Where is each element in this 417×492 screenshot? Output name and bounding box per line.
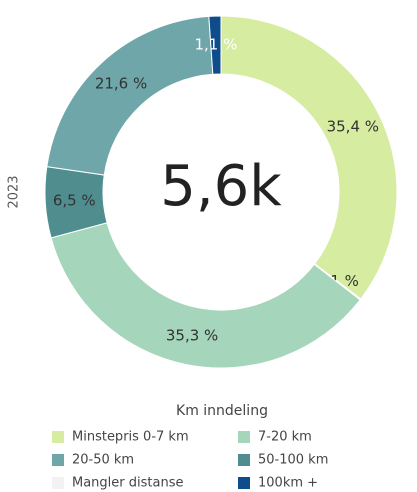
legend-label: 7-20 km: [258, 430, 312, 445]
value-label: 1,1 %: [194, 36, 237, 54]
donut-slice: [208, 15, 222, 75]
donut-slice: [46, 15, 214, 176]
donut-slice: [220, 15, 398, 300]
value-label: 21,6 %: [95, 75, 147, 93]
value-label: 35,4 %: [327, 117, 379, 135]
legend-swatch: [238, 431, 250, 443]
donut-slice: [50, 222, 361, 369]
side-label: 2023: [7, 175, 22, 208]
legend-swatch: [52, 477, 64, 489]
legend-label: Minstepris 0-7 km: [72, 430, 189, 445]
legend-title: Km inndeling: [176, 403, 268, 419]
center-label: 5,6k: [160, 154, 282, 219]
legend-swatch: [52, 454, 64, 466]
legend-label: Mangler distanse: [72, 476, 183, 491]
value-label: 6,5 %: [53, 191, 96, 209]
legend-swatch: [52, 431, 64, 443]
legend-swatch: [238, 454, 250, 466]
value-label: 35,3 %: [166, 327, 218, 345]
legend-label: 100km +: [258, 476, 318, 491]
legend-label: 20-50 km: [72, 453, 134, 468]
legend-label: 50-100 km: [258, 453, 328, 468]
legend-swatch: [238, 477, 250, 489]
